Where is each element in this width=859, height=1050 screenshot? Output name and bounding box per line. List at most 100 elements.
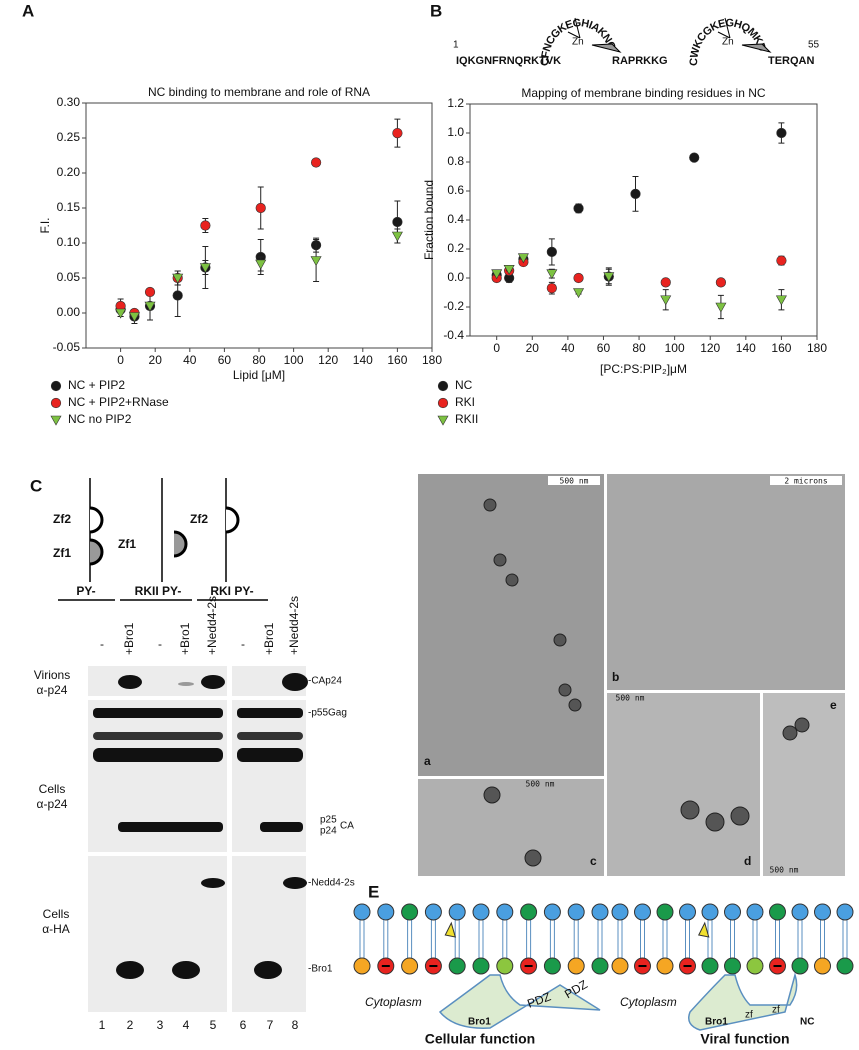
marker bbox=[437, 397, 449, 409]
blots bbox=[88, 666, 308, 1012]
lipid-head bbox=[746, 903, 764, 921]
band bbox=[118, 822, 223, 832]
lipid-head bbox=[724, 903, 741, 921]
x-tick-label: 180 bbox=[807, 341, 827, 355]
x-tick-label: 0 bbox=[493, 341, 500, 355]
micrograph-label: c bbox=[590, 854, 597, 868]
zf-grey bbox=[89, 538, 104, 566]
marker bbox=[546, 283, 557, 294]
bro1-nc bbox=[688, 972, 798, 1031]
lane-number: 5 bbox=[210, 1018, 217, 1032]
pip-tail bbox=[698, 921, 710, 938]
marker bbox=[546, 246, 557, 257]
x-tick-label: 100 bbox=[665, 341, 685, 355]
panel-label: E bbox=[368, 882, 379, 901]
band bbox=[118, 675, 142, 689]
band bbox=[282, 673, 308, 691]
marker bbox=[603, 272, 615, 283]
lipid-head bbox=[591, 903, 609, 921]
seq-end: 55 bbox=[808, 40, 820, 51]
y-tick-label: -0.2 bbox=[443, 299, 464, 313]
x-axis-label: [PC:PS:PIP₂]μM bbox=[600, 362, 687, 376]
lipid-head bbox=[401, 957, 419, 975]
band-label: -Bro1 bbox=[308, 964, 333, 975]
zf-grey bbox=[173, 530, 188, 558]
scale-box bbox=[548, 476, 600, 485]
marker bbox=[200, 220, 211, 231]
domain-label: zf bbox=[745, 1010, 753, 1021]
band bbox=[93, 748, 223, 762]
panel-d bbox=[418, 474, 845, 876]
x-tick-label: 60 bbox=[597, 341, 611, 355]
x-tick-label: 140 bbox=[736, 341, 756, 355]
x-tick-label: 20 bbox=[526, 341, 540, 355]
lane-number: 8 bbox=[292, 1018, 299, 1032]
protein-label: Bro1 bbox=[468, 1017, 491, 1028]
zinc-bonds bbox=[567, 17, 622, 53]
protein-label: Bro1 bbox=[705, 1017, 728, 1028]
pip-tail bbox=[444, 921, 457, 938]
scale-bar: 2 microns bbox=[784, 477, 828, 486]
marker bbox=[392, 128, 403, 139]
lipid-head bbox=[791, 957, 809, 975]
lipid-head bbox=[353, 903, 371, 921]
caption: Viral function bbox=[700, 1031, 789, 1047]
x-tick-label: 160 bbox=[387, 353, 407, 367]
x-tick-label: 160 bbox=[771, 341, 791, 355]
y-tick-label: 0.30 bbox=[57, 95, 81, 109]
virion bbox=[705, 812, 725, 832]
legend-label: RKII bbox=[455, 412, 478, 426]
caption: Cellular function bbox=[425, 1031, 535, 1047]
legend-label: NC no PIP2 bbox=[68, 412, 132, 426]
zf-label: Zf2 bbox=[53, 512, 71, 526]
zf-white bbox=[225, 506, 240, 534]
lipid-head bbox=[634, 903, 651, 921]
band bbox=[254, 961, 282, 979]
virion bbox=[558, 683, 572, 697]
panel-label: B bbox=[430, 1, 442, 20]
lipid-head bbox=[769, 903, 786, 921]
band bbox=[237, 748, 303, 762]
y-tick-label: 0.4 bbox=[447, 212, 464, 226]
y-tick-label: 0.8 bbox=[447, 154, 464, 168]
lipid-head bbox=[701, 903, 719, 921]
virion bbox=[505, 573, 519, 587]
proteins bbox=[438, 972, 798, 1031]
marker bbox=[546, 269, 558, 280]
panel-label: C bbox=[30, 476, 42, 495]
lipid-head bbox=[424, 903, 442, 921]
band bbox=[260, 822, 303, 832]
zinc-bonds bbox=[717, 17, 772, 53]
lipid-head bbox=[591, 957, 609, 975]
panel-e bbox=[353, 903, 854, 975]
panel-label: A bbox=[22, 1, 34, 20]
lane-header: - bbox=[158, 637, 162, 651]
lane-header: +Nedd4-2s bbox=[205, 596, 219, 655]
y-tick-label: 0.6 bbox=[447, 183, 464, 197]
x-tick-label: 80 bbox=[632, 341, 646, 355]
marker bbox=[660, 277, 671, 288]
y-tick-label: 0.05 bbox=[57, 270, 81, 284]
y-axis-label: Fraction bound bbox=[422, 180, 436, 260]
micrograph-label: e bbox=[830, 698, 837, 712]
band bbox=[237, 732, 303, 740]
band bbox=[93, 732, 223, 740]
marker bbox=[715, 302, 727, 313]
x-tick-label: 120 bbox=[700, 341, 720, 355]
scale-box bbox=[770, 476, 842, 485]
lipid-head bbox=[656, 957, 674, 975]
virion bbox=[782, 725, 798, 741]
y-tick-label: 1.0 bbox=[447, 125, 464, 139]
x-tick-label: 20 bbox=[149, 353, 163, 367]
plot-frame bbox=[469, 103, 818, 337]
lane-number: 3 bbox=[157, 1018, 164, 1032]
row-label: α-HA bbox=[42, 922, 70, 936]
marker bbox=[128, 312, 140, 323]
lane-number: 4 bbox=[183, 1018, 190, 1032]
lipid-head bbox=[520, 903, 538, 921]
lipid-head bbox=[656, 903, 674, 921]
lane-number: 7 bbox=[267, 1018, 274, 1032]
lipid-head bbox=[448, 903, 466, 921]
lipid-head bbox=[701, 957, 719, 975]
chart: NC binding to membrane and role of RNA Li… bbox=[38, 85, 442, 426]
